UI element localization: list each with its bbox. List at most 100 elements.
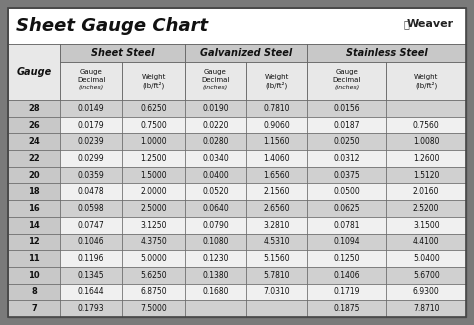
Bar [386, 167, 466, 183]
Text: (inches): (inches) [203, 85, 228, 90]
Text: 2.0000: 2.0000 [140, 187, 167, 196]
Bar [185, 234, 246, 250]
Bar [386, 62, 466, 100]
Bar [185, 62, 246, 100]
Bar [122, 100, 185, 117]
Text: 5.1560: 5.1560 [263, 254, 290, 263]
Bar [185, 250, 246, 267]
Text: 0.0149: 0.0149 [78, 104, 105, 113]
Text: 0.0179: 0.0179 [78, 121, 105, 130]
Text: 4.4100: 4.4100 [413, 237, 439, 246]
Bar [8, 234, 60, 250]
Bar [60, 44, 185, 62]
Bar [307, 250, 386, 267]
Text: 5.6700: 5.6700 [413, 271, 439, 280]
Text: 0.0781: 0.0781 [334, 221, 360, 230]
Text: 0.1875: 0.1875 [334, 304, 360, 313]
Text: 8: 8 [31, 287, 37, 296]
Text: Weight: Weight [264, 74, 289, 80]
Text: 0.6250: 0.6250 [140, 104, 167, 113]
Text: 10: 10 [28, 271, 40, 280]
Text: Galvanized Steel: Galvanized Steel [200, 48, 292, 58]
Bar [307, 62, 386, 100]
Bar [122, 250, 185, 267]
Text: 4.3750: 4.3750 [140, 237, 167, 246]
Text: 4.5310: 4.5310 [263, 237, 290, 246]
Bar [8, 167, 60, 183]
Bar [307, 44, 466, 62]
Bar [307, 183, 386, 200]
Text: 6.9300: 6.9300 [413, 287, 439, 296]
Text: 1.0080: 1.0080 [413, 137, 439, 146]
Bar [8, 44, 60, 100]
Text: 11: 11 [28, 254, 40, 263]
Text: 18: 18 [28, 187, 40, 196]
Bar [386, 183, 466, 200]
Bar [8, 150, 60, 167]
Bar [185, 117, 246, 133]
Text: 0.0500: 0.0500 [333, 187, 360, 196]
Text: 5.7810: 5.7810 [263, 271, 290, 280]
Bar [246, 234, 307, 250]
Text: 12: 12 [28, 237, 40, 246]
Text: 0.0400: 0.0400 [202, 171, 229, 180]
Bar [60, 100, 122, 117]
Bar [386, 117, 466, 133]
Bar [185, 217, 246, 234]
Bar [307, 234, 386, 250]
Text: 20: 20 [28, 171, 40, 180]
Text: 0.7500: 0.7500 [140, 121, 167, 130]
Bar [307, 284, 386, 300]
Text: 3.1500: 3.1500 [413, 221, 439, 230]
Text: 1.1560: 1.1560 [263, 137, 290, 146]
Bar [185, 133, 246, 150]
Text: Decimal: Decimal [201, 77, 230, 83]
Text: 5.0000: 5.0000 [140, 254, 167, 263]
Text: 0.1406: 0.1406 [333, 271, 360, 280]
Text: 16: 16 [28, 204, 40, 213]
Bar [246, 167, 307, 183]
Bar [386, 300, 466, 317]
Bar [185, 300, 246, 317]
Bar [246, 100, 307, 117]
Bar [60, 200, 122, 217]
Bar [246, 284, 307, 300]
Bar [386, 200, 466, 217]
Text: 0.1094: 0.1094 [333, 237, 360, 246]
Bar [122, 267, 185, 284]
Text: 0.1719: 0.1719 [334, 287, 360, 296]
Bar [122, 234, 185, 250]
Bar [307, 133, 386, 150]
Bar [60, 217, 122, 234]
Text: 0.0190: 0.0190 [202, 104, 229, 113]
Bar [185, 267, 246, 284]
Text: 0.1380: 0.1380 [202, 271, 229, 280]
Text: 1.5000: 1.5000 [140, 171, 167, 180]
Text: Gauge: Gauge [80, 69, 103, 75]
Text: 0.0156: 0.0156 [333, 104, 360, 113]
Text: 0.1644: 0.1644 [78, 287, 105, 296]
Text: (lb/ft²): (lb/ft²) [415, 81, 438, 89]
Bar [8, 300, 60, 317]
Text: 1.4060: 1.4060 [263, 154, 290, 163]
Bar [307, 167, 386, 183]
Bar [60, 300, 122, 317]
Bar [246, 150, 307, 167]
Bar [386, 284, 466, 300]
Text: 0.0220: 0.0220 [202, 121, 229, 130]
Text: Stainless Steel: Stainless Steel [346, 48, 428, 58]
Text: 2.5200: 2.5200 [413, 204, 439, 213]
Bar [386, 133, 466, 150]
Text: 24: 24 [28, 137, 40, 146]
Bar [122, 133, 185, 150]
Bar [386, 150, 466, 167]
Text: 1.0000: 1.0000 [140, 137, 167, 146]
Text: 0.1230: 0.1230 [202, 254, 229, 263]
Text: 1.2600: 1.2600 [413, 154, 439, 163]
Bar [60, 117, 122, 133]
Text: 0.1793: 0.1793 [78, 304, 105, 313]
Bar [60, 183, 122, 200]
Bar [8, 284, 60, 300]
Bar [386, 100, 466, 117]
Text: 28: 28 [28, 104, 40, 113]
